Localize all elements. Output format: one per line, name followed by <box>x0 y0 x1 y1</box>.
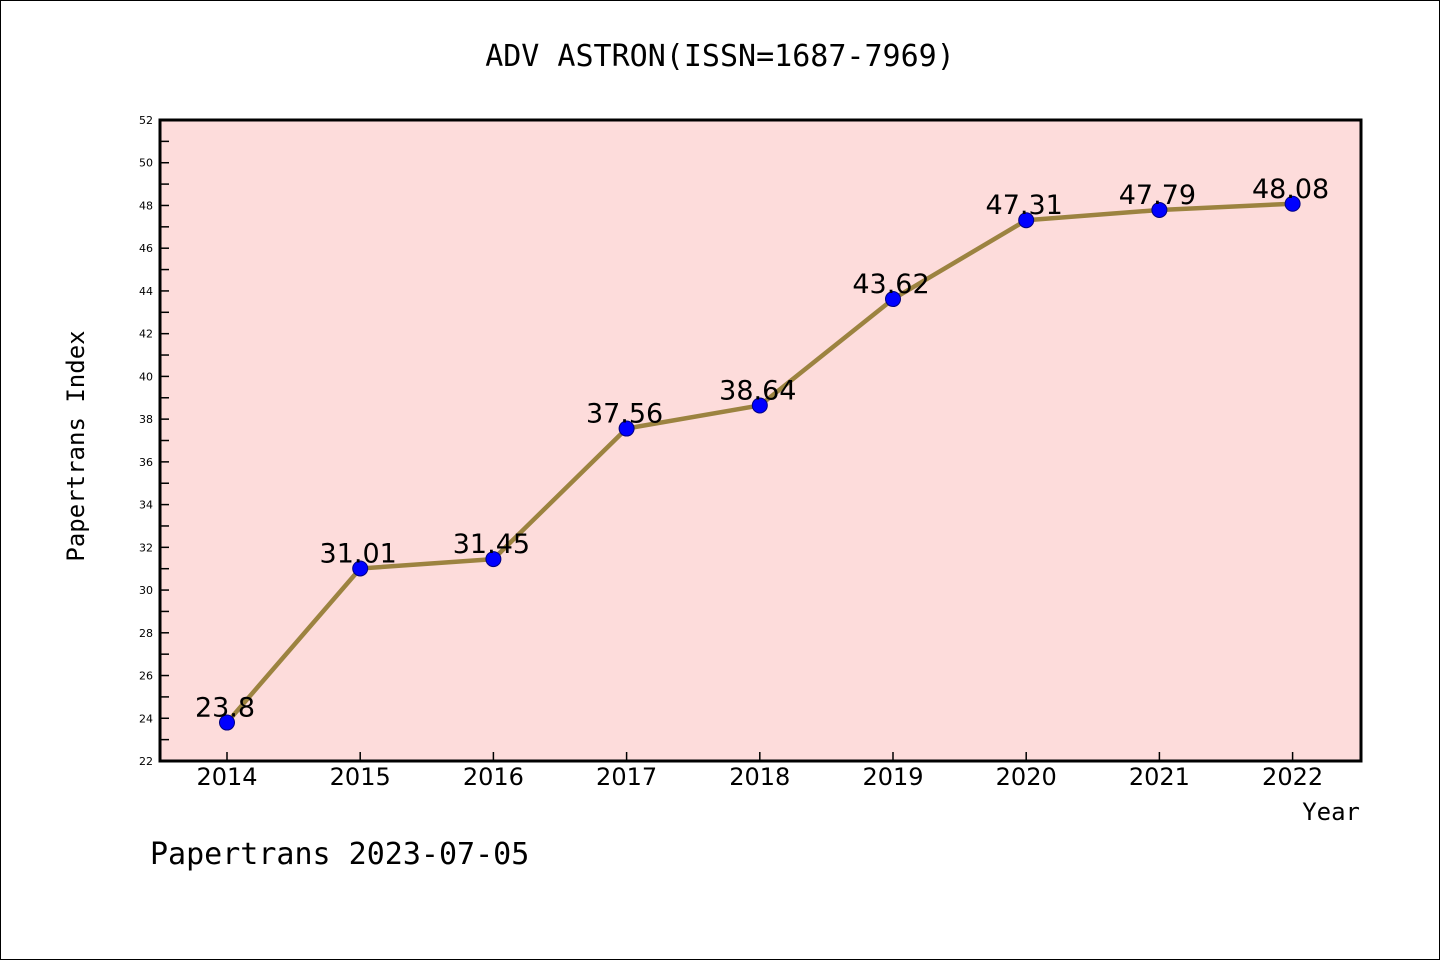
x-tick-label: 2019 <box>862 763 923 791</box>
plot-area <box>160 120 1361 761</box>
data-point <box>751 397 768 414</box>
data-point <box>485 551 502 568</box>
y-tick-label: 26 <box>139 670 153 683</box>
x-axis: 2014 2015 2016 2017 2018 2019 2020 2021 2022 <box>196 752 1323 791</box>
data-label: 48.08 <box>1252 174 1329 205</box>
y-tick-label: 24 <box>139 712 153 725</box>
x-tick-label: 2018 <box>729 763 790 791</box>
series-line-group <box>219 195 1301 731</box>
data-point <box>1284 195 1301 212</box>
y-tick-label: 36 <box>139 456 153 469</box>
y-tick-label: 46 <box>139 242 153 255</box>
data-point <box>618 420 635 437</box>
y-tick-label: 42 <box>139 328 153 341</box>
data-label: 31.45 <box>453 529 530 560</box>
y-tick-label: 40 <box>139 370 153 383</box>
x-tick-label: 2021 <box>1129 763 1190 791</box>
x-tick-label: 2020 <box>996 763 1057 791</box>
x-axis-label: Year <box>1302 798 1360 826</box>
chart-title: ADV ASTRON(ISSN=1687-7969) <box>485 39 955 74</box>
y-tick-label: 52 <box>139 114 153 127</box>
y-tick-label: 38 <box>139 413 153 426</box>
data-label: 47.31 <box>986 190 1063 221</box>
y-tick-label: 50 <box>139 157 153 170</box>
y-tick-label: 28 <box>139 627 153 640</box>
y-axis-label: Papertrans Index <box>62 330 90 561</box>
x-tick-label: 2014 <box>196 763 257 791</box>
y-tick-label: 48 <box>139 199 153 212</box>
data-point <box>1151 201 1168 218</box>
data-label: 38.64 <box>719 375 796 406</box>
footer-text: Papertrans 2023-07-05 <box>150 837 529 872</box>
y-tick-label: 32 <box>139 541 153 554</box>
data-label: 37.56 <box>586 399 663 430</box>
data-point <box>219 714 235 731</box>
data-point <box>885 291 901 308</box>
data-labels: 23.8 31.01 31.45 37.56 38.64 43.62 47.31 47.79 4… <box>195 174 1329 724</box>
y-tick-label: 44 <box>139 285 153 298</box>
y-tick-label: 22 <box>139 755 153 768</box>
plot-border <box>158 118 1363 763</box>
data-point <box>352 560 369 577</box>
y-tick-label: 30 <box>139 584 153 597</box>
data-label: 23.8 <box>195 693 255 724</box>
x-tick-label: 2022 <box>1262 763 1323 791</box>
y-tick-label: 34 <box>139 499 153 512</box>
data-label: 43.62 <box>852 269 929 300</box>
x-tick-label: 2016 <box>463 763 524 791</box>
x-tick-label: 2015 <box>330 763 391 791</box>
data-point <box>1018 212 1035 229</box>
data-label: 31.01 <box>320 538 397 569</box>
x-tick-label: 2017 <box>596 763 657 791</box>
data-label: 47.79 <box>1119 180 1196 211</box>
